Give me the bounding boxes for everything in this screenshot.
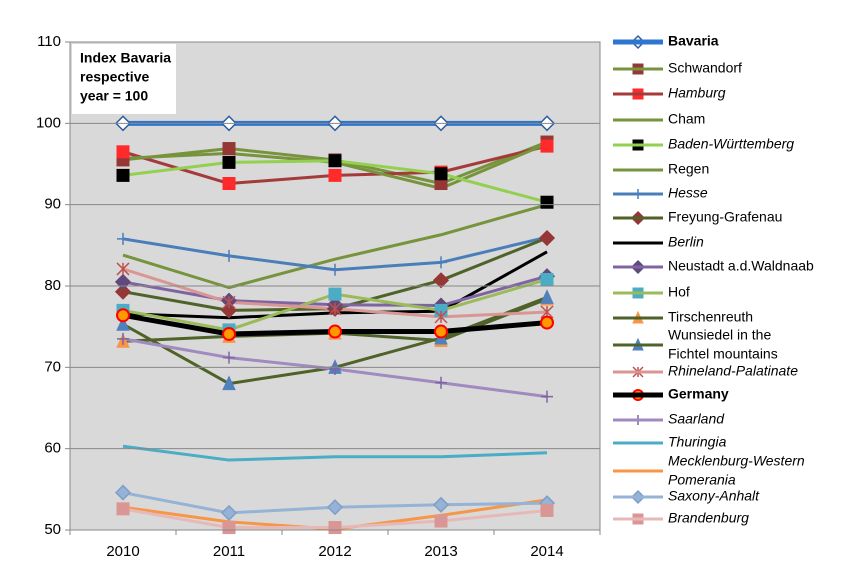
marker — [434, 310, 448, 324]
marker — [116, 308, 130, 323]
marker — [117, 232, 129, 245]
legend-label: Hof — [668, 284, 690, 300]
marker — [434, 167, 448, 181]
legend-label: Germany — [668, 386, 729, 402]
marker — [434, 324, 448, 339]
y-tick-label: 70 — [44, 358, 61, 375]
markers — [114, 115, 556, 535]
series-line — [122, 444, 548, 462]
y-tick-label: 100 — [36, 114, 61, 131]
legend-label: Hesse — [668, 185, 708, 201]
legend-label: Regen — [668, 161, 709, 177]
marker — [223, 249, 235, 262]
marker — [435, 256, 447, 269]
marker — [326, 499, 344, 516]
marker — [434, 514, 448, 528]
legend-label: Berlin — [668, 234, 704, 250]
marker — [432, 496, 450, 513]
marker — [540, 139, 554, 153]
marker — [116, 145, 130, 159]
legend-label: Neustadt a.d.Waldnaab — [668, 258, 814, 274]
x-tick-label: 2013 — [424, 543, 457, 560]
x-tick-label: 2014 — [530, 543, 563, 560]
legend-label: Thuringia — [668, 434, 727, 450]
legend-label: Baden-Württemberg — [668, 136, 794, 152]
marker — [114, 273, 132, 290]
y-tick-label: 50 — [44, 521, 61, 538]
legend-label: Hamburg — [668, 85, 726, 101]
annotation-box — [72, 44, 176, 114]
marker — [222, 326, 236, 341]
marker — [222, 521, 236, 535]
marker — [116, 316, 130, 331]
y-tick-label: 90 — [44, 196, 61, 213]
marker — [223, 351, 235, 364]
legend-label: Cham — [668, 111, 705, 127]
legend-label: Saarland — [668, 411, 725, 427]
marker — [328, 324, 342, 339]
y-tick-label: 60 — [44, 440, 61, 457]
marker — [222, 295, 236, 309]
legend-label: Saxony-Anhalt — [668, 488, 760, 504]
x-tick-label: 2010 — [106, 543, 139, 560]
legend-label: Bavaria — [668, 33, 719, 49]
marker — [329, 263, 341, 276]
marker — [222, 375, 236, 391]
marker — [328, 287, 342, 301]
legend-label: Mecklenburg-Western Pomerania — [668, 452, 809, 487]
marker — [222, 177, 236, 191]
marker — [220, 504, 238, 521]
marker — [541, 390, 553, 403]
marker — [114, 484, 132, 501]
marker — [540, 315, 554, 330]
marker — [538, 229, 556, 247]
marker — [220, 302, 238, 319]
legend-label: Rhineland-Palatinate — [668, 363, 798, 379]
marker — [117, 332, 129, 345]
marker — [540, 289, 554, 304]
annotation: respective — [80, 69, 149, 85]
series-line — [122, 203, 548, 290]
marker — [540, 272, 554, 286]
marker — [540, 195, 554, 209]
marker — [328, 302, 342, 316]
marker — [328, 168, 342, 182]
legend-label: Wunsiedel in the Fichtel mountains — [668, 326, 778, 361]
marker — [116, 262, 130, 276]
legend: Bavaria Schwandorf Hamburg Cham Baden-Württe… — [630, 33, 814, 526]
marker — [328, 154, 342, 168]
marker — [116, 168, 130, 182]
annotation: Index Bavaria — [80, 50, 171, 66]
marker — [328, 521, 342, 535]
legend-label: Schwandorf — [668, 60, 742, 76]
y-tick-label: 80 — [44, 277, 61, 294]
marker — [222, 155, 236, 169]
marker — [432, 272, 450, 289]
legend-label: Freyung-Grafenau — [668, 209, 782, 225]
marker — [540, 503, 554, 517]
x-tick-label: 2012 — [318, 543, 351, 560]
marker — [222, 142, 236, 156]
marker — [435, 376, 447, 389]
x-tick-label: 2011 — [213, 543, 245, 560]
marker — [329, 362, 341, 375]
marker — [114, 283, 132, 300]
legend-label: Tirschenreuth — [668, 309, 753, 325]
marker — [116, 502, 130, 516]
annotation: year = 100 — [80, 88, 148, 104]
y-tick-label: 110 — [37, 33, 61, 50]
legend-label: Brandenburg — [668, 510, 749, 526]
